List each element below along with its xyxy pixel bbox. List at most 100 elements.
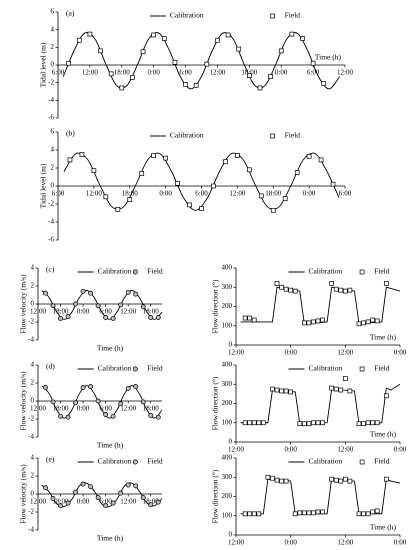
field-point	[279, 284, 284, 290]
x-tick-label: 6:00	[99, 498, 112, 506]
field-point	[365, 319, 371, 325]
x-tick-label: 6:00	[179, 69, 192, 77]
field-point	[258, 193, 264, 199]
field-point	[265, 474, 271, 480]
field-point	[58, 413, 63, 419]
field-point	[183, 82, 188, 87]
field-point	[306, 153, 312, 159]
x-axis-label: Time (h)	[315, 53, 342, 62]
field-point	[50, 496, 56, 501]
field-point	[125, 385, 131, 391]
field-point	[43, 485, 48, 491]
field-point	[306, 320, 312, 326]
y-tick-label: -4	[28, 336, 34, 344]
field-point	[193, 82, 199, 88]
legend-label: Calibration	[308, 267, 342, 276]
y-tick-label: 2	[51, 43, 55, 51]
field-point	[58, 503, 63, 509]
field-point	[103, 315, 109, 320]
field-point	[110, 500, 116, 506]
field-point	[246, 73, 252, 78]
calibration-line	[62, 32, 341, 90]
y-tick-label: 6	[51, 128, 55, 136]
field-point	[225, 32, 231, 38]
field-point	[103, 503, 109, 509]
field-point	[294, 170, 300, 175]
calibration-line	[240, 477, 401, 515]
y-tick-label: -4	[28, 433, 34, 441]
legend-label: Field	[374, 457, 390, 466]
legend-label: Calibration	[98, 364, 132, 373]
field-point	[282, 196, 288, 201]
field-point	[270, 386, 275, 392]
field-point	[155, 315, 161, 320]
x-tick-label: 18:00	[53, 498, 69, 506]
x-tick-label: 6:00	[339, 190, 352, 198]
field-point	[247, 420, 253, 426]
y-tick-label: 300	[222, 473, 233, 481]
field-point	[311, 319, 316, 325]
x-tick-label: 12:00	[30, 405, 46, 413]
field-point	[88, 290, 94, 296]
field-point	[306, 421, 312, 427]
y-tick-label: 300	[222, 380, 233, 388]
field-point	[370, 509, 376, 515]
field-point	[95, 398, 101, 404]
field-point	[58, 315, 63, 321]
panel-label: (b)	[66, 129, 75, 138]
x-tick-label: 0:00	[77, 308, 90, 316]
x-tick-label: 12:00	[337, 539, 353, 547]
field-point	[79, 152, 85, 157]
field-point	[235, 153, 240, 158]
field-point	[236, 46, 242, 52]
y-axis-label: Flow direction (°)	[211, 469, 220, 523]
field-point	[148, 502, 154, 508]
field-point	[65, 314, 71, 320]
panel-label: (e)	[46, 455, 55, 464]
field-point	[65, 414, 71, 420]
field-point	[301, 510, 307, 516]
legend-label: Calibration	[170, 11, 204, 20]
field-point	[383, 393, 389, 399]
legend-label: Field	[147, 267, 163, 276]
field-point	[270, 475, 275, 481]
field-point	[242, 511, 248, 517]
x-tick-label: 12:00	[228, 446, 244, 454]
field-point	[283, 286, 289, 292]
y-axis-label: Flow velocity (m/s)	[19, 274, 28, 334]
field-point	[315, 509, 321, 515]
y-tick-label: -2	[48, 200, 54, 208]
field-point	[215, 37, 220, 43]
field-point	[43, 290, 48, 296]
y-tick-label: -4	[48, 96, 54, 104]
y-tick-label: 2	[31, 472, 35, 480]
field-point	[88, 384, 94, 390]
y-tick-label: 4	[31, 361, 35, 369]
field-point	[300, 36, 305, 41]
field-point	[151, 32, 157, 38]
x-tick-label: 12:00	[228, 349, 244, 357]
field-point	[155, 414, 161, 420]
x-tick-label: 12:00	[120, 308, 136, 316]
y-tick-label: -2	[28, 508, 34, 516]
x-tick-label: 18:00	[143, 308, 159, 316]
field-point	[288, 287, 294, 293]
field-point	[175, 180, 180, 186]
y-tick-label: 2	[51, 164, 55, 172]
x-tick-label: 12:00	[228, 539, 244, 547]
y-tick-label: -2	[28, 415, 34, 423]
y-tick-label: 4	[31, 264, 35, 272]
panel-label: (c)	[46, 265, 55, 274]
field-point	[133, 384, 139, 390]
field-point	[127, 197, 133, 202]
x-tick-label: 0:00	[77, 498, 90, 506]
field-point	[365, 511, 371, 517]
field-point	[370, 420, 376, 426]
x-tick-label: 12:00	[120, 498, 136, 506]
field-point	[76, 37, 82, 43]
x-tick-label: 0:00	[303, 190, 316, 198]
legend-label: Field	[147, 457, 163, 466]
x-tick-label: 6:00	[195, 190, 208, 198]
field-point	[356, 321, 362, 327]
field-point	[87, 31, 93, 37]
